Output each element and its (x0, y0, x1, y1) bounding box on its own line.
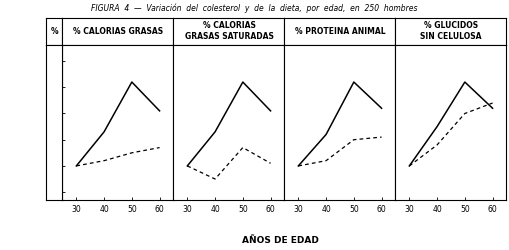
Text: % CALORIAS
GRASAS SATURADAS: % CALORIAS GRASAS SATURADAS (185, 21, 273, 42)
Text: %: % (50, 27, 58, 36)
Text: AÑOS DE EDAD: AÑOS DE EDAD (241, 236, 319, 245)
Text: FIGURA  4  —  Variación  del  colesterol  y  de  la  dieta,  por  edad,  en  250: FIGURA 4 — Variación del colesterol y de… (91, 4, 418, 13)
Text: % CALORIAS GRASAS: % CALORIAS GRASAS (73, 27, 163, 36)
Text: % GLUCIDOS
SIN CELULOSA: % GLUCIDOS SIN CELULOSA (420, 21, 482, 42)
Text: % PROTEINA ANIMAL: % PROTEINA ANIMAL (295, 27, 385, 36)
